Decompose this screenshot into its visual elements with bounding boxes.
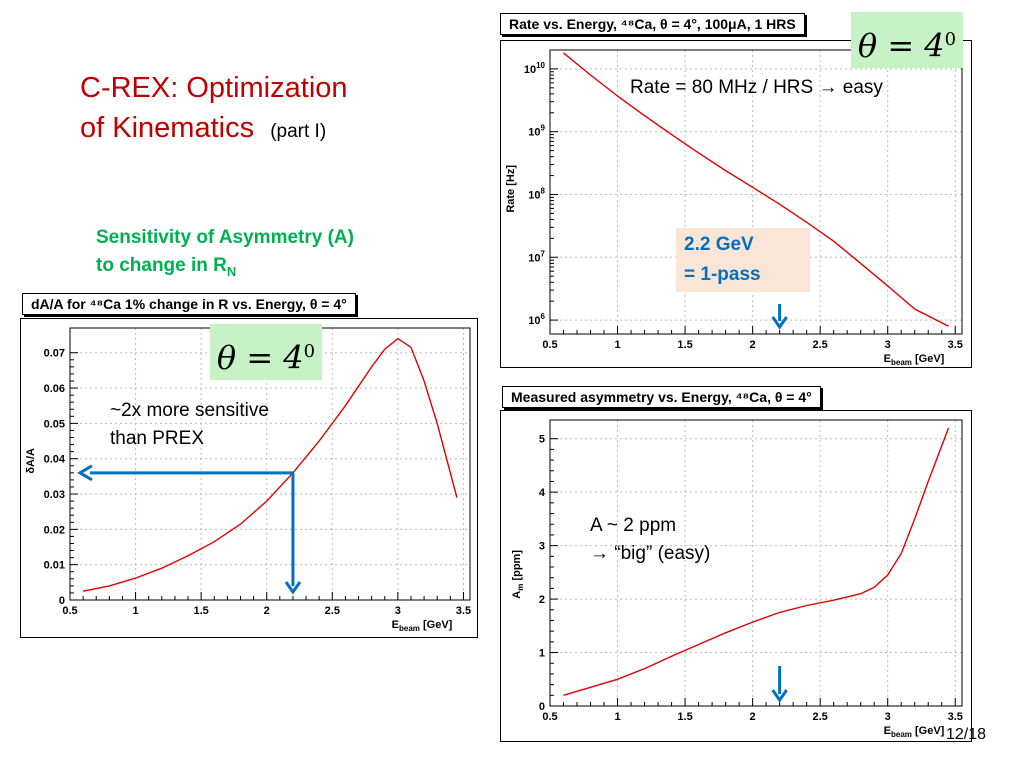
- rate-xtick-label: 1: [614, 339, 620, 351]
- sensitivity-xlabel: Ebeam [GeV]: [392, 619, 453, 633]
- asymmetry-note-line-1: A ~ 2 ppm: [590, 515, 677, 536]
- sensitivity-ytick-label: 0.06: [44, 383, 65, 395]
- callout-line-1: 2.2 GeV: [684, 234, 754, 255]
- theta-badge-rate: θ = 40: [851, 12, 963, 68]
- title-part: (part I): [270, 121, 327, 142]
- rate-curve: [563, 52, 949, 327]
- sensitivity-ytick-label: 0.07: [44, 348, 65, 360]
- asymmetry-xtick-label: 3: [885, 711, 891, 723]
- sensitivity-ytick-label: 0.04: [44, 454, 66, 466]
- rate-xtick-label: 3: [885, 339, 891, 351]
- sensitivity-curve: [82, 337, 458, 592]
- rate-note: Rate = 80 MHz / HRS → easy: [630, 77, 883, 98]
- asymmetry-note-line-2: → “big” (easy): [590, 543, 711, 564]
- rate-xtick-label: 3.5: [948, 339, 963, 351]
- theta-badge-rate-sup: 0: [944, 29, 957, 50]
- sensitivity-line-1: Sensitivity of Asymmetry (A): [96, 227, 354, 248]
- asymmetry-curve: [563, 427, 950, 696]
- sensitivity-note-line-2: than PREX: [110, 428, 204, 449]
- asymmetry-note: A ~ 2 ppm → “big” (easy): [590, 512, 710, 568]
- asymmetry-ytick-label: 4: [539, 487, 546, 499]
- rate-xtick-label: 1.5: [677, 339, 692, 351]
- rate-plot-area: [549, 49, 963, 335]
- sensitivity-note: ~2x more sensitive than PREX: [110, 397, 269, 453]
- sensitivity-line-2: to change in RN: [96, 252, 354, 286]
- sensitivity-chart: 0.5 1 1.5 2 2.5 3 3.5 0 0.01 0.02 0.03 0.04 0.05 0.06…: [25, 327, 471, 633]
- sensitivity-line-2-main: to change in R: [96, 255, 227, 276]
- rate-xtick-label: 2: [750, 339, 756, 351]
- theta-badge-sens-sup: 0: [303, 341, 316, 362]
- asymmetry-xtick-label: 2: [750, 711, 756, 723]
- callout-line-2: = 1-pass: [684, 264, 761, 285]
- asymmetry-plot-area: [549, 419, 963, 707]
- sensitivity-xtick-label: 2: [264, 605, 270, 617]
- asymmetry-energy-arrow: [771, 666, 788, 703]
- title-line-1: C-REX: Optimization: [80, 72, 348, 104]
- sensitivity-xtick-label: 0.5: [62, 605, 77, 617]
- asymmetry-xtick-label: 0.5: [542, 711, 557, 723]
- slide-title: C-REX: Optimization of Kinematics (part …: [80, 68, 348, 152]
- asymmetry-ylabel: Am [ppm]: [511, 550, 525, 599]
- sensitivity-xtick-label: 1.5: [193, 605, 208, 617]
- rate-ytick-label: 108: [528, 186, 545, 201]
- sensitivity-heading: Sensitivity of Asymmetry (A) to change i…: [96, 224, 354, 286]
- rate-ytick-label: 109: [528, 124, 545, 139]
- sensitivity-value-arrow: [77, 464, 293, 482]
- sensitivity-ytick-label: 0.01: [44, 560, 65, 572]
- asymmetry-chart: 0.5 1 1.5 2 2.5 3 3.5 0 1 2 3 4 5 Ebeam [GeV] Am [ppm]: [511, 419, 963, 739]
- asymmetry-ytick-label: 5: [539, 434, 545, 446]
- theta-badge-sens-text: θ = 4: [216, 338, 304, 377]
- energy-callout: 2.2 GeV = 1-pass: [676, 228, 810, 292]
- theta-badge-sensitivity: θ = 40: [210, 324, 322, 380]
- title-line-2: of Kinematics (part I): [80, 108, 348, 152]
- asymmetry-xlabel: Ebeam [GeV]: [884, 725, 945, 739]
- sensitivity-xtick-label: 3.5: [456, 605, 471, 617]
- rate-ytick-label: 107: [528, 249, 545, 264]
- theta-badge-rate-text: θ = 4: [857, 26, 945, 65]
- asymmetry-chart-title: Measured asymmetry vs. Energy, ⁴⁸Ca, θ =…: [502, 386, 821, 408]
- rate-chart-title: Rate vs. Energy, ⁴⁸Ca, θ = 4°, 100μA, 1 …: [500, 13, 805, 35]
- asymmetry-xtick-label: 3.5: [948, 711, 963, 723]
- rate-energy-arrow: [771, 304, 788, 330]
- sensitivity-ytick-label: 0: [59, 595, 65, 607]
- sensitivity-energy-arrow: [284, 472, 302, 595]
- asymmetry-xtick-label: 1: [614, 711, 620, 723]
- rate-ytick-label: 106: [528, 312, 545, 327]
- asymmetry-ytick-label: 2: [539, 594, 545, 606]
- sensitivity-xtick-label: 1: [133, 605, 139, 617]
- asymmetry-ytick-label: 0: [539, 701, 545, 713]
- sensitivity-xtick-label: 3: [395, 605, 401, 617]
- sensitivity-ytick-label: 0.02: [44, 524, 65, 536]
- rate-ytick-label: 1010: [524, 61, 546, 76]
- rate-chart-frame: [500, 40, 972, 368]
- sensitivity-ytick-label: 0.05: [44, 418, 65, 430]
- rate-xlabel: Ebeam [GeV]: [884, 353, 945, 366]
- asymmetry-xtick-label: 2.5: [813, 711, 828, 723]
- asymmetry-chart-frame: [500, 410, 972, 742]
- sensitivity-xtick-label: 2.5: [325, 605, 340, 617]
- rate-ylabel: Rate [Hz]: [505, 165, 517, 213]
- page-number: 12/18: [945, 726, 986, 743]
- asymmetry-ytick-label: 1: [539, 648, 545, 660]
- sensitivity-subscript: N: [226, 263, 237, 279]
- rate-xtick-label: 0.5: [542, 339, 557, 351]
- sensitivity-chart-title: dA/A for ⁴⁸Ca 1% change in R vs. Energy,…: [22, 293, 356, 315]
- sensitivity-ylabel: δA/A: [25, 448, 37, 474]
- asymmetry-ytick-label: 3: [539, 541, 545, 553]
- sensitivity-ytick-label: 0.03: [44, 489, 65, 501]
- asymmetry-xtick-label: 1.5: [677, 711, 692, 723]
- rate-xtick-label: 2.5: [813, 339, 828, 351]
- sensitivity-note-line-1: ~2x more sensitive: [110, 400, 269, 421]
- title-line-2-main: of Kinematics: [80, 112, 255, 144]
